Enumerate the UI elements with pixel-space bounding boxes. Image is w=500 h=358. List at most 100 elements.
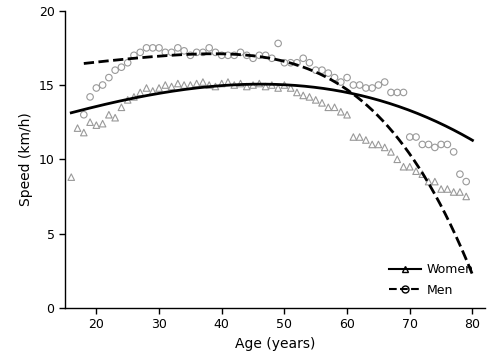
Point	[86, 119, 94, 125]
Point	[356, 134, 364, 140]
Point	[243, 84, 251, 90]
Y-axis label: Speed (km/h): Speed (km/h)	[19, 112, 33, 206]
Point	[98, 121, 106, 126]
Point	[86, 94, 94, 100]
Point	[400, 90, 407, 95]
Point	[299, 93, 307, 98]
Point	[199, 49, 207, 55]
Point	[111, 67, 119, 73]
Point	[368, 85, 376, 91]
Point	[343, 112, 351, 117]
X-axis label: Age (years): Age (years)	[235, 337, 315, 351]
Point	[280, 60, 288, 66]
Point	[424, 179, 432, 184]
Point	[318, 100, 326, 106]
Point	[180, 82, 188, 88]
Point	[192, 49, 200, 55]
Point	[424, 141, 432, 147]
Point	[299, 55, 307, 61]
Point	[212, 84, 220, 90]
Point	[124, 97, 132, 103]
Point	[205, 45, 213, 51]
Point	[98, 82, 106, 88]
Point	[155, 85, 163, 91]
Point	[142, 45, 150, 51]
Point	[162, 49, 170, 55]
Point	[118, 105, 126, 110]
Point	[186, 53, 194, 58]
Point	[286, 85, 294, 91]
Point	[142, 85, 150, 91]
Point	[293, 60, 301, 66]
Point	[262, 53, 270, 58]
Point	[306, 94, 314, 100]
Point	[324, 70, 332, 76]
Point	[387, 149, 395, 155]
Point	[324, 105, 332, 110]
Point	[262, 84, 270, 90]
Point	[456, 189, 464, 195]
Point	[337, 109, 345, 115]
Point	[130, 53, 138, 58]
Point	[330, 75, 338, 81]
Point	[456, 171, 464, 177]
Point	[362, 85, 370, 91]
Legend: Women, Men: Women, Men	[384, 258, 479, 302]
Point	[293, 90, 301, 95]
Point	[406, 134, 414, 140]
Point	[380, 79, 388, 85]
Point	[337, 79, 345, 85]
Point	[462, 194, 470, 199]
Point	[387, 90, 395, 95]
Point	[174, 81, 182, 86]
Point	[149, 45, 157, 51]
Point	[450, 149, 458, 155]
Point	[306, 60, 314, 66]
Point	[136, 49, 144, 55]
Point	[130, 94, 138, 100]
Point	[362, 137, 370, 143]
Point	[249, 55, 257, 61]
Point	[450, 189, 458, 195]
Point	[462, 179, 470, 184]
Point	[168, 49, 175, 55]
Point	[268, 82, 276, 88]
Point	[368, 141, 376, 147]
Point	[393, 156, 401, 162]
Point	[205, 82, 213, 88]
Point	[249, 82, 257, 88]
Point	[350, 82, 358, 88]
Point	[268, 55, 276, 61]
Point	[374, 82, 382, 88]
Point	[124, 60, 132, 66]
Point	[74, 125, 82, 131]
Point	[218, 81, 226, 86]
Point	[199, 79, 207, 85]
Point	[192, 81, 200, 86]
Point	[224, 79, 232, 85]
Point	[168, 84, 175, 90]
Point	[136, 90, 144, 95]
Point	[92, 122, 100, 128]
Point	[218, 53, 226, 58]
Point	[350, 134, 358, 140]
Point	[412, 134, 420, 140]
Point	[155, 45, 163, 51]
Point	[236, 49, 244, 55]
Point	[243, 53, 251, 58]
Point	[92, 85, 100, 91]
Point	[274, 85, 282, 91]
Point	[437, 186, 445, 192]
Point	[111, 115, 119, 121]
Point	[280, 82, 288, 88]
Point	[224, 53, 232, 58]
Point	[393, 90, 401, 95]
Point	[418, 141, 426, 147]
Point	[230, 82, 238, 88]
Point	[444, 186, 452, 192]
Point	[256, 81, 264, 86]
Point	[80, 112, 88, 117]
Point	[180, 48, 188, 54]
Point	[312, 67, 320, 73]
Point	[444, 141, 452, 147]
